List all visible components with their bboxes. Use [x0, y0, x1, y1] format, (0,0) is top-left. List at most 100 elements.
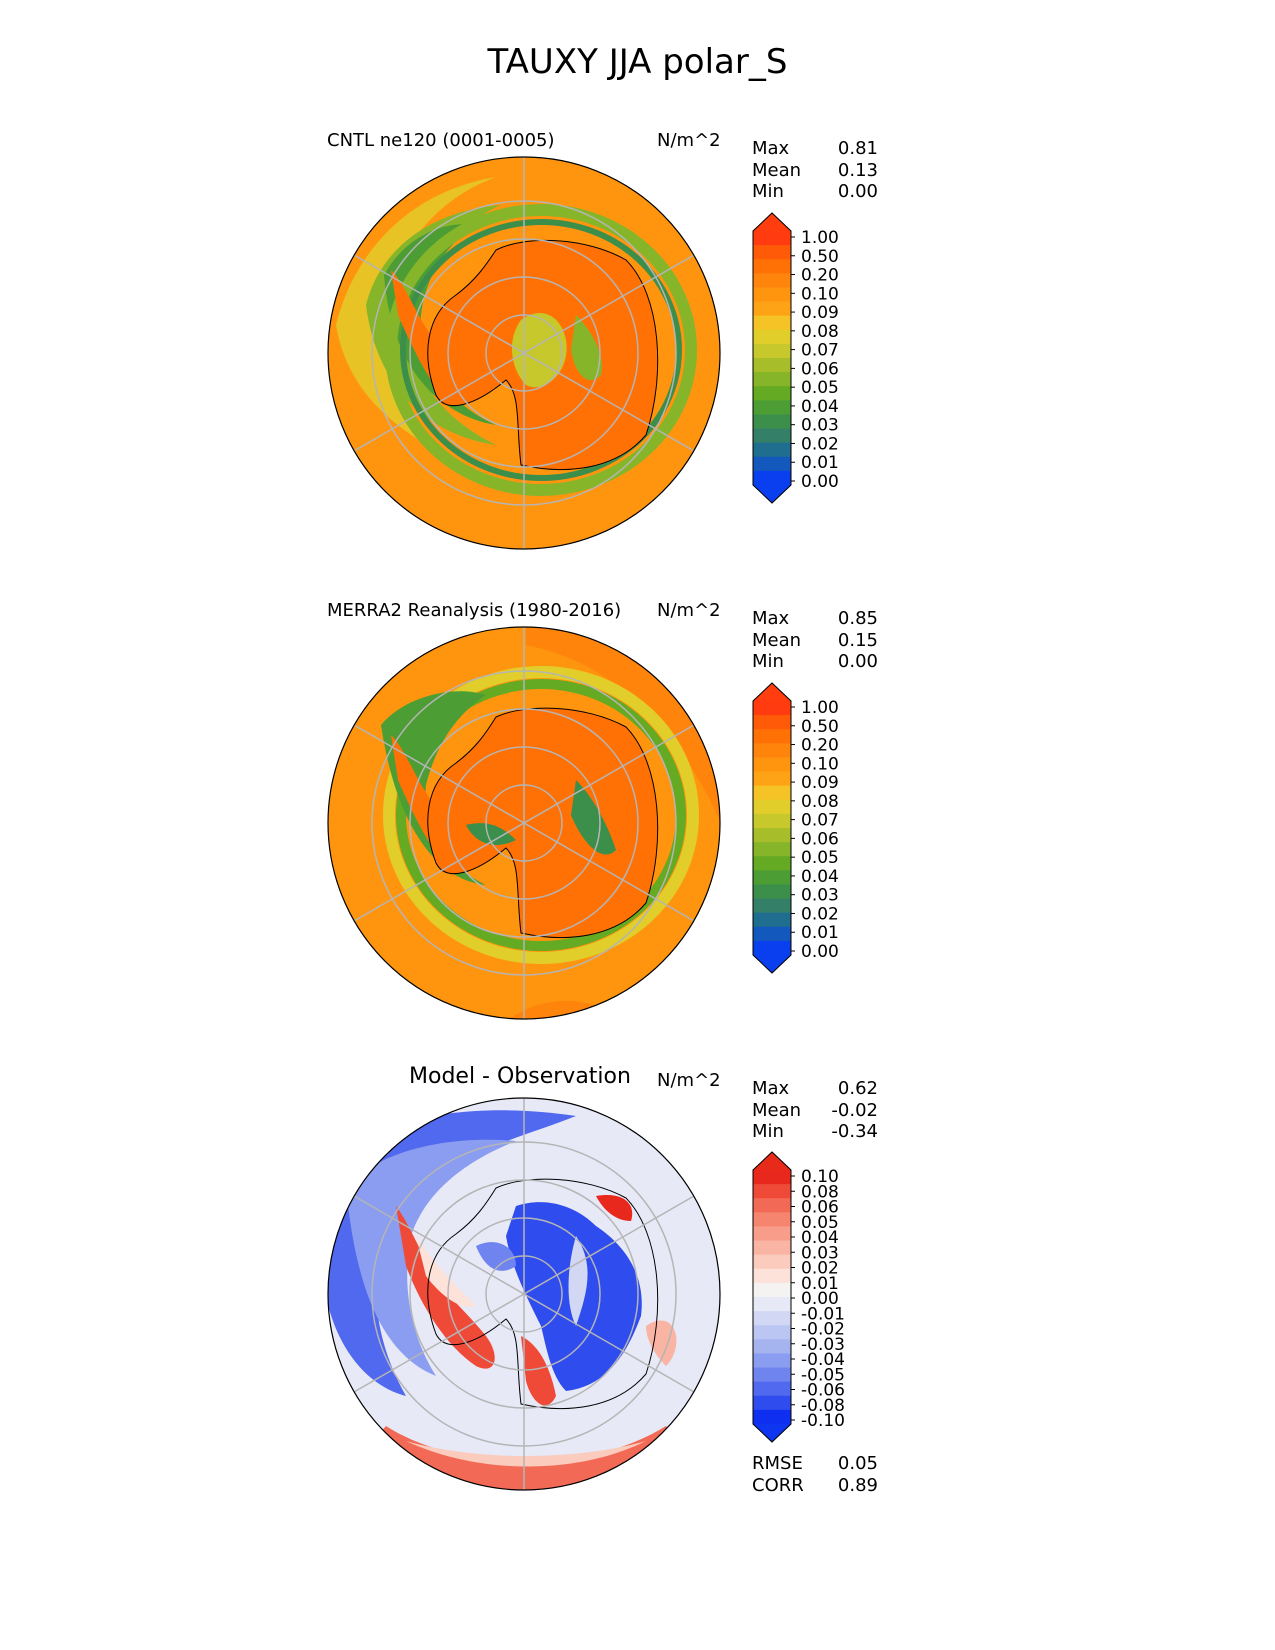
stat-value: -0.34 — [831, 1121, 878, 1142]
colorbar-swatch — [753, 358, 791, 373]
colorbar-swatch — [753, 940, 791, 956]
colorbar-swatch — [753, 1325, 791, 1340]
units-label: N/m^2 — [657, 130, 721, 151]
stat-label: Min — [752, 651, 784, 672]
colorbar-tick-label: -0.05 — [801, 1365, 845, 1385]
colorbar-extend-bottom — [753, 1424, 791, 1442]
colorbar-swatch — [753, 1212, 791, 1227]
stat-value: 0.13 — [837, 159, 878, 181]
colorbar-tick-label: -0.06 — [801, 1381, 845, 1401]
colorbar-tick-label: 0.08 — [801, 792, 839, 812]
colorbar-swatch — [753, 884, 791, 900]
colorbar-swatch — [753, 729, 791, 744]
colorbar-swatch — [753, 287, 791, 303]
colorbar-swatch — [753, 1367, 791, 1383]
colorbar-swatch — [753, 231, 791, 246]
stat-value: 0.00 — [837, 651, 878, 672]
colorbar-tick-label: 0.05 — [801, 378, 839, 398]
colorbar-tick-label: 0.06 — [801, 829, 839, 849]
stats-box: Max 0.62 Mean -0.02 Min -0.34 — [752, 1078, 878, 1143]
colorbar-tick-label: 0.02 — [801, 904, 839, 924]
colorbar-swatch — [753, 1184, 791, 1199]
colorbar-swatch — [753, 1268, 791, 1284]
colorbar-swatch — [753, 813, 791, 829]
colorbar-swatch — [753, 400, 791, 415]
units-label: N/m^2 — [657, 1070, 721, 1091]
colorbar-swatch — [753, 842, 791, 857]
colorbar-tick-label: -0.04 — [801, 1350, 845, 1370]
colorbar-swatch — [753, 757, 791, 773]
colorbar-tick-label: 0.03 — [801, 886, 839, 906]
colorbar-tick-label: 0.06 — [801, 1198, 839, 1218]
colorbar-swatch — [753, 912, 791, 928]
colorbar-extend-top — [753, 213, 791, 231]
colorbar-tick-label: 0.08 — [801, 322, 839, 342]
colorbar-swatch — [753, 1311, 791, 1326]
polar-map-cntl — [327, 156, 721, 550]
colorbar-tick-label: -0.03 — [801, 1335, 845, 1355]
stat-label: Mean — [752, 629, 802, 651]
figure-title: TAUXY JJA polar_S — [487, 42, 788, 82]
colorbar-swatch — [753, 456, 791, 472]
colorbar-swatch — [753, 1353, 791, 1369]
stat-value: 0.89 — [837, 1474, 878, 1496]
colorbar-swatch — [753, 1254, 791, 1270]
stat-label: Max — [752, 138, 790, 159]
skill-stats-box: RMSE 0.05 CORR 0.89 — [752, 1453, 878, 1496]
colorbar-tick-label: 0.20 — [801, 736, 839, 756]
stat-value: -0.02 — [831, 1099, 878, 1121]
colorbar-swatch — [753, 1240, 791, 1256]
colorbar-tick-label: 0.06 — [801, 359, 839, 379]
colorbar-tick-label: 0.03 — [801, 1243, 839, 1263]
colorbar-extend-bottom — [753, 485, 791, 503]
colorbar-swatch — [753, 442, 791, 458]
colorbar-swatch — [753, 785, 791, 801]
colorbar-swatch — [753, 414, 791, 430]
colorbar-tick-label: 0.10 — [801, 754, 839, 774]
colorbar-graphic: 1.000.500.200.100.090.080.070.060.050.04… — [752, 212, 839, 504]
colorbar-swatch — [753, 245, 791, 260]
antarctica-coastline-icon — [427, 707, 659, 938]
colorbar-tick-label: 0.50 — [801, 717, 839, 737]
colorbar-tick-label: 0.09 — [801, 303, 839, 323]
colorbar-tick-label: 0.02 — [801, 434, 839, 454]
colorbar-swatch — [753, 771, 791, 787]
colorbar-swatch — [753, 1395, 791, 1411]
colorbar-tick-label: 0.10 — [801, 284, 839, 304]
stat-label: CORR — [752, 1474, 804, 1496]
polar-map-obs — [327, 626, 721, 1020]
colorbar-swatch — [753, 856, 791, 871]
colorbar-swatch — [753, 386, 791, 401]
colorbar-tick-label: 0.02 — [801, 1259, 839, 1279]
colorbar-swatch — [753, 259, 791, 274]
stat-value: 0.15 — [837, 629, 878, 651]
antarctica-coastline-icon — [427, 1178, 659, 1409]
stat-label: Max — [752, 1078, 790, 1099]
colorbar-graphic: 0.100.080.060.050.040.030.020.010.00-0.0… — [752, 1151, 845, 1443]
colorbar-tick-label: -0.01 — [801, 1304, 845, 1324]
colorbar-swatch — [753, 315, 791, 331]
colorbar-tick-label: 1.00 — [801, 698, 839, 718]
colorbar-tick-label: 0.08 — [801, 1182, 839, 1202]
stat-label: Min — [752, 181, 784, 202]
polar-map-diff — [327, 1097, 721, 1491]
colorbar-swatch — [753, 701, 791, 716]
colorbar-tick-label: 0.05 — [801, 848, 839, 868]
antarctica-coastline-icon — [427, 239, 659, 470]
colorbar-swatch — [753, 1381, 791, 1397]
colorbar-outline — [752, 212, 792, 504]
stats-box: Max 0.85 Mean 0.15 Min 0.00 — [752, 608, 878, 673]
colorbar-tick-label: -0.10 — [801, 1411, 845, 1431]
stat-label: Max — [752, 608, 790, 629]
colorbar-swatch — [753, 343, 791, 359]
colorbar-tick-label: -0.08 — [801, 1396, 845, 1416]
colorbar-swatch — [753, 301, 791, 317]
colorbar-swatch — [753, 1170, 791, 1185]
stats-box: Max 0.81 Mean 0.13 Min 0.00 — [752, 138, 878, 203]
colorbar-swatch — [753, 828, 791, 843]
colorbar-tick-label: 0.00 — [801, 942, 839, 962]
colorbar-extend-top — [753, 1152, 791, 1170]
colorbar-tick-label: 0.01 — [801, 1274, 839, 1294]
colorbar-swatch — [753, 1198, 791, 1213]
colorbar-graphic: 1.000.500.200.100.090.080.070.060.050.04… — [752, 682, 839, 974]
